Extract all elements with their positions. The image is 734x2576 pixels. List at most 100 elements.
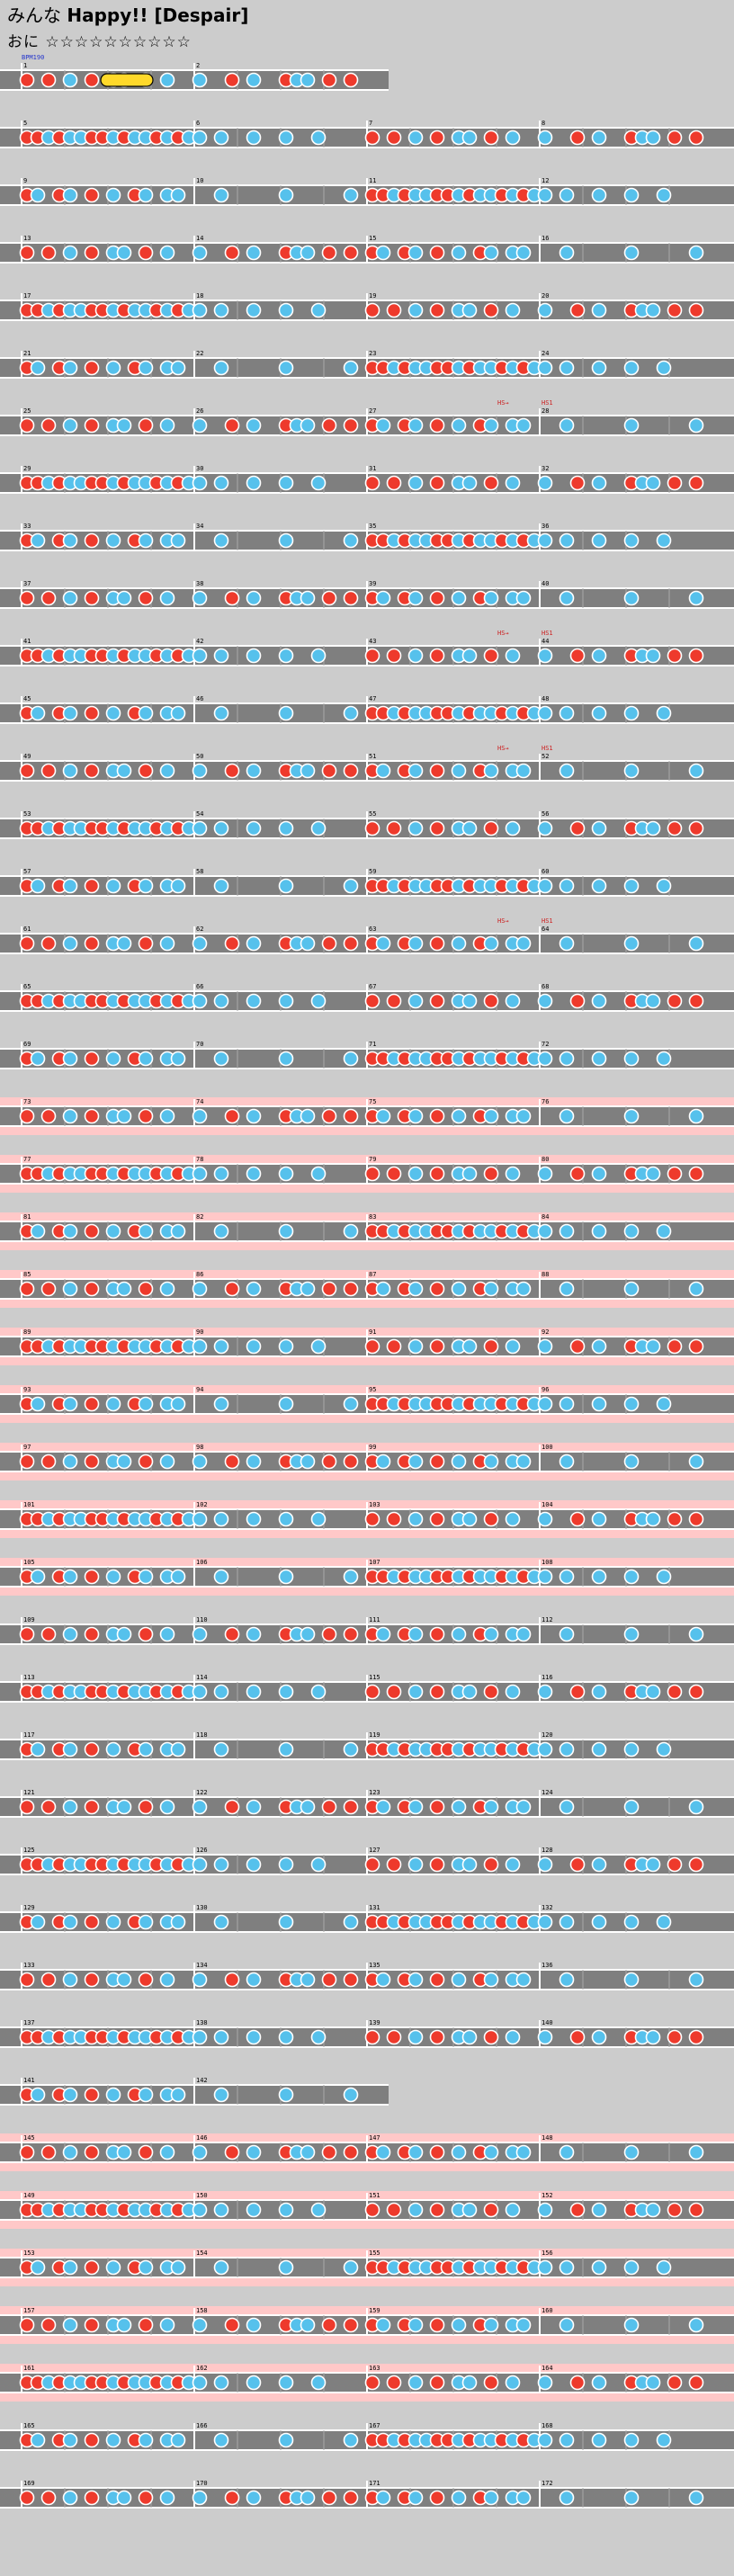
don-note	[19, 245, 35, 261]
don-note	[569, 1166, 586, 1182]
don-note	[483, 648, 499, 664]
don-note	[569, 302, 586, 318]
bpm-annotation: BPM190	[22, 54, 44, 61]
ka-note	[645, 1684, 661, 1700]
ka-note	[213, 1741, 229, 1758]
ka-note	[483, 2144, 499, 2160]
don-note	[667, 648, 683, 664]
ka-note	[591, 475, 607, 491]
don-note	[386, 302, 402, 318]
measure-number: 112	[542, 1616, 553, 1623]
ka-note	[246, 2202, 262, 2218]
ka-note	[62, 72, 78, 88]
ka-note	[591, 993, 607, 1009]
don-note	[343, 245, 359, 261]
ka-note	[407, 2144, 424, 2160]
ka-note	[300, 935, 316, 952]
measure-number: 142	[196, 2077, 208, 2084]
don-note	[224, 1453, 240, 1470]
measure-number: 54	[196, 810, 203, 818]
don-note	[138, 2144, 154, 2160]
ka-note	[300, 1453, 316, 1470]
ka-note	[407, 1972, 424, 1988]
ka-note	[343, 187, 359, 203]
ka-note	[537, 648, 553, 664]
don-note	[40, 1108, 57, 1124]
ka-note	[138, 1741, 154, 1758]
measure-number: 106	[196, 1559, 208, 1566]
ka-note	[451, 417, 467, 434]
measure-number: 115	[369, 1674, 380, 1681]
measure-number: 17	[23, 292, 31, 300]
ka-note	[407, 993, 424, 1009]
don-note	[138, 1972, 154, 1988]
don-note	[84, 590, 100, 606]
don-note	[343, 72, 359, 88]
don-note	[429, 1166, 445, 1182]
don-note	[321, 2144, 337, 2160]
ka-note	[688, 1281, 704, 1297]
ka-note	[505, 1856, 521, 1873]
measure-number: 64	[542, 926, 549, 933]
don-note	[569, 1511, 586, 1527]
measure-number: 116	[542, 1674, 553, 1681]
ka-note	[407, 1281, 424, 1297]
ka-note	[213, 532, 229, 549]
measure-number: 121	[23, 1789, 35, 1796]
ka-note	[407, 1856, 424, 1873]
ka-note	[310, 130, 327, 146]
ka-note	[559, 1281, 575, 1297]
ka-note	[62, 1051, 78, 1067]
ka-note	[116, 590, 132, 606]
ka-note	[30, 1051, 46, 1067]
don-note	[667, 1166, 683, 1182]
don-note	[224, 72, 240, 88]
ka-note	[192, 993, 208, 1009]
don-note	[84, 878, 100, 894]
ka-note	[483, 1799, 499, 1815]
don-note	[343, 2317, 359, 2333]
don-note	[429, 245, 445, 261]
measure-number: 114	[196, 1674, 208, 1681]
ka-note	[192, 2202, 208, 2218]
don-note	[84, 1108, 100, 1124]
don-note	[84, 360, 100, 376]
ka-note	[515, 763, 532, 779]
ka-note	[591, 648, 607, 664]
don-note	[429, 2317, 445, 2333]
ka-note	[278, 1051, 294, 1067]
ka-note	[591, 705, 607, 721]
ka-note	[30, 1741, 46, 1758]
ka-note	[246, 2490, 262, 2506]
measure-number: 135	[369, 1962, 380, 1969]
ka-note	[515, 1108, 532, 1124]
don-note	[386, 2202, 402, 2218]
ka-note	[461, 1856, 478, 1873]
don-note	[343, 2490, 359, 2506]
ka-note	[656, 705, 672, 721]
ka-note	[116, 1626, 132, 1642]
ka-note	[343, 1914, 359, 1930]
ka-note	[515, 2317, 532, 2333]
measure-number: 71	[369, 1041, 376, 1048]
measure-number: 124	[542, 1789, 553, 1796]
ka-note	[451, 1626, 467, 1642]
ka-note	[192, 590, 208, 606]
don-note	[429, 1108, 445, 1124]
ka-note	[407, 1338, 424, 1355]
ka-note	[62, 417, 78, 434]
ka-note	[343, 1223, 359, 1239]
ka-note	[559, 1396, 575, 1412]
ka-note	[537, 1396, 553, 1412]
ka-note	[310, 648, 327, 664]
ka-note	[623, 935, 640, 952]
ka-note	[159, 2144, 175, 2160]
song-title-right: Happy!! [Despair]	[67, 4, 249, 26]
ka-note	[30, 187, 46, 203]
ka-note	[515, 1972, 532, 1988]
ka-note	[407, 1511, 424, 1527]
measure-number: 164	[542, 2365, 553, 2372]
ka-note	[116, 1453, 132, 1470]
ka-note	[537, 1338, 553, 1355]
don-note	[429, 130, 445, 146]
